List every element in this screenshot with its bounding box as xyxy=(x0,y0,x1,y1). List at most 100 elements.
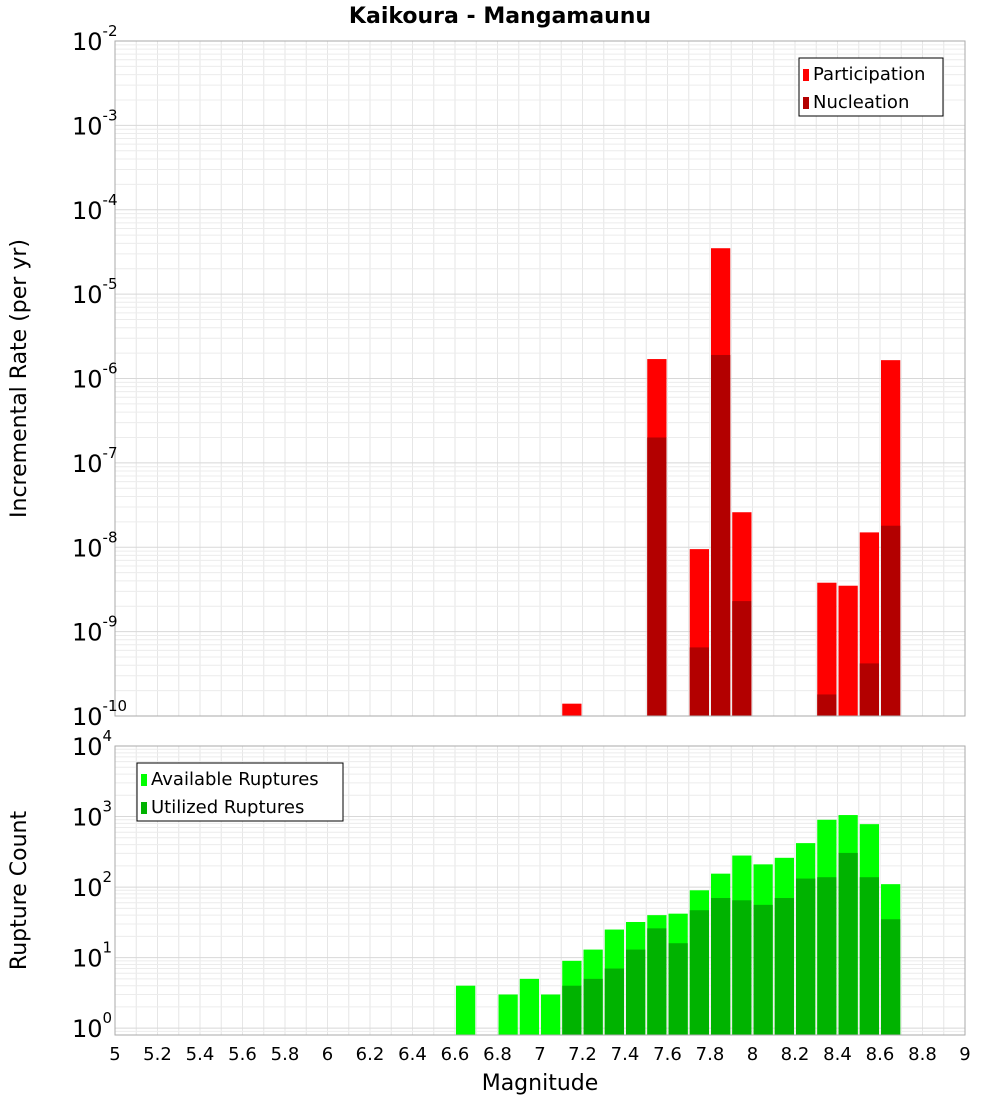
bar xyxy=(732,900,752,1035)
x-tick-label: 9 xyxy=(959,1044,970,1065)
x-tick-label: 5 xyxy=(109,1044,120,1065)
chart-title: Kaikoura - Mangamaunu xyxy=(349,4,651,29)
x-tick-label: 7.4 xyxy=(611,1044,640,1065)
x-tick-label: 7.6 xyxy=(653,1044,682,1065)
bar xyxy=(604,968,624,1035)
bar xyxy=(562,703,582,716)
y-tick-exponent: 3 xyxy=(103,798,113,816)
bar xyxy=(456,985,476,1035)
bar xyxy=(817,582,837,716)
y-tick-exponent: -3 xyxy=(103,106,118,124)
y-axis-label: Incremental Rate (per yr) xyxy=(7,239,32,518)
y-tick-base: 10 xyxy=(72,1015,103,1043)
y-tick-exponent: 1 xyxy=(103,939,113,957)
y-tick-label: 102 xyxy=(72,868,112,902)
legend-swatch xyxy=(141,802,147,814)
bar xyxy=(498,994,518,1035)
x-axis-label: Magnitude xyxy=(482,1071,599,1096)
x-tick-label: 7.8 xyxy=(696,1044,725,1065)
bar xyxy=(689,647,709,716)
y-tick-exponent: -4 xyxy=(103,191,118,209)
bar xyxy=(817,694,837,716)
plot-frame xyxy=(114,745,966,1036)
bar xyxy=(647,437,667,716)
y-tick-label: 103 xyxy=(72,798,112,832)
y-tick-base: 10 xyxy=(72,945,103,973)
y-tick-exponent: -10 xyxy=(103,697,128,715)
bar xyxy=(838,852,858,1035)
y-tick-exponent: 2 xyxy=(103,868,113,886)
x-tick-label: 5.2 xyxy=(143,1044,172,1065)
bar xyxy=(668,943,688,1035)
x-tick-label: 7 xyxy=(534,1044,545,1065)
x-tick-label: 6.2 xyxy=(356,1044,385,1065)
legend-swatch xyxy=(803,69,809,81)
y-tick-exponent: -5 xyxy=(103,275,118,293)
y-tick-label: 10-5 xyxy=(72,275,118,309)
y-tick-exponent: -2 xyxy=(103,22,118,40)
y-tick-label: 10-3 xyxy=(72,106,118,140)
x-tick-label: 8.6 xyxy=(866,1044,895,1065)
bar xyxy=(774,898,794,1035)
y-tick-base: 10 xyxy=(72,450,103,478)
x-tick-label: 8.2 xyxy=(781,1044,810,1065)
x-tick-label: 6.6 xyxy=(441,1044,470,1065)
bar xyxy=(796,878,816,1035)
y-tick-exponent: 0 xyxy=(103,1009,113,1027)
y-tick-label: 10-4 xyxy=(72,191,118,225)
y-tick-label: 10-2 xyxy=(72,22,118,56)
y-tick-exponent: -8 xyxy=(103,528,118,546)
bar xyxy=(647,928,667,1035)
legend-box xyxy=(798,57,944,117)
legend: Participation Nucleation xyxy=(798,57,944,117)
x-tick-label: 5.8 xyxy=(271,1044,300,1065)
x-tick-label: 8 xyxy=(747,1044,758,1065)
y-tick-label: 10-8 xyxy=(72,528,118,562)
legend-label: Utilized Ruptures xyxy=(151,797,304,818)
y-tick-base: 10 xyxy=(72,804,103,832)
y-tick-exponent: -6 xyxy=(103,360,118,378)
legend-swatch xyxy=(803,97,809,109)
bar xyxy=(689,910,709,1035)
x-tick-label: 6.8 xyxy=(483,1044,512,1065)
y-tick-label: 101 xyxy=(72,939,112,973)
bar xyxy=(881,525,901,716)
y-tick-base: 10 xyxy=(72,874,103,902)
y-tick-base: 10 xyxy=(72,366,103,394)
bar xyxy=(519,978,539,1035)
x-tick-label: 8.8 xyxy=(908,1044,937,1065)
series-nucleation xyxy=(647,354,901,716)
y-tick-label: 10-10 xyxy=(72,697,127,731)
y-tick-label: 10-9 xyxy=(72,613,118,647)
x-tick-label: 8.4 xyxy=(823,1044,852,1065)
y-tick-exponent: -7 xyxy=(103,444,118,462)
plot-frame xyxy=(114,40,966,717)
bar xyxy=(541,994,561,1035)
x-tick-label: 5.6 xyxy=(228,1044,257,1065)
legend-label: Available Ruptures xyxy=(151,769,319,790)
bar xyxy=(626,949,646,1035)
y-tick-label: 100 xyxy=(72,1009,112,1043)
y-tick-base: 10 xyxy=(72,733,103,761)
x-tick-label: 6.4 xyxy=(398,1044,427,1065)
x-tick-label: 7.2 xyxy=(568,1044,597,1065)
legend-label: Participation xyxy=(813,64,925,85)
y-tick-exponent: -9 xyxy=(103,613,118,631)
legend-box xyxy=(136,762,344,822)
bar xyxy=(732,601,752,716)
y-axis-label: Rupture Count xyxy=(7,811,32,971)
bar xyxy=(711,898,731,1035)
y-tick-base: 10 xyxy=(72,112,103,140)
bar xyxy=(753,904,773,1035)
y-tick-base: 10 xyxy=(72,28,103,56)
y-tick-base: 10 xyxy=(72,534,103,562)
y-tick-base: 10 xyxy=(72,197,103,225)
series-utilized-ruptures xyxy=(562,852,901,1035)
x-tick-label: 6 xyxy=(322,1044,333,1065)
y-tick-label: 104 xyxy=(72,727,112,761)
y-tick-label: 10-7 xyxy=(72,444,118,478)
bar xyxy=(583,978,603,1035)
bar xyxy=(711,354,731,716)
bar xyxy=(817,877,837,1035)
